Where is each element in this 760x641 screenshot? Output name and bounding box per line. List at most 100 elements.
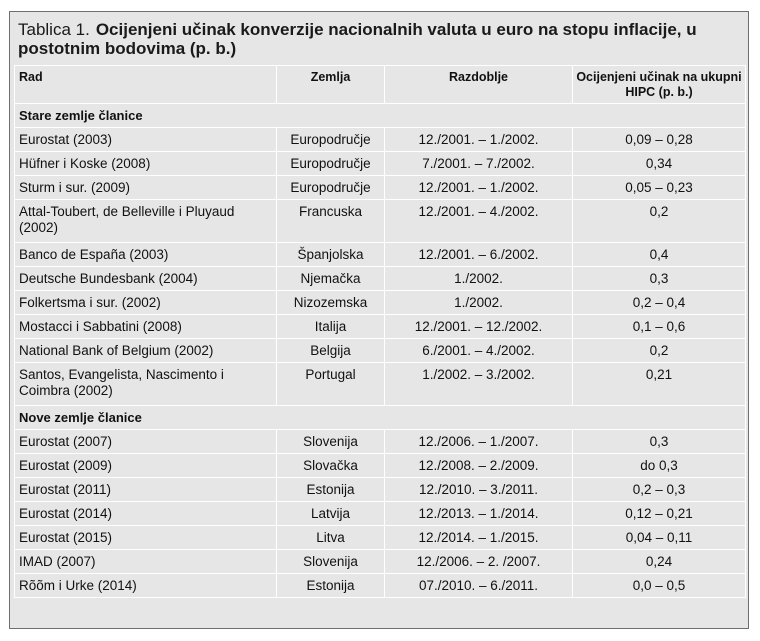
cell-ucinak: 0,24 bbox=[572, 549, 746, 574]
cell-razdoblje: 12./2006. – 2. /2007. bbox=[384, 549, 573, 574]
table-caption: Ocijenjeni učinak konverzije nacionalnih… bbox=[18, 20, 697, 58]
cell-rad: Rõõm i Urke (2014) bbox=[14, 573, 277, 598]
cell-rad: Hüfner i Koske (2008) bbox=[14, 151, 277, 176]
header-ucinak: Ocijenjeni učinak na ukupni HIPC (p. b.) bbox=[572, 65, 746, 104]
table-row: Eurostat (2003) Europodručje 12./2001. – 1… bbox=[14, 127, 746, 152]
cell-razdoblje: 12./2010. – 3./2011. bbox=[384, 477, 573, 502]
table-row: Eurostat (2007) Slovenija 12./2006. – 1./2… bbox=[14, 429, 746, 454]
cell-ucinak: 0,4 bbox=[572, 242, 746, 267]
table-row: Folkertsma i sur. (2002) Nizozemska 1./200… bbox=[14, 290, 746, 315]
cell-zemlja: Belgija bbox=[276, 338, 385, 363]
cell-zemlja: Litva bbox=[276, 525, 385, 550]
cell-ucinak: do 0,3 bbox=[572, 453, 746, 478]
section-title: Stare zemlje članice bbox=[14, 103, 746, 128]
cell-rad: Attal-Toubert, de Belleville i Pluyaud (… bbox=[14, 199, 277, 243]
cell-razdoblje: 1./2002. bbox=[384, 290, 573, 315]
cell-razdoblje: 12./2001. – 1./2002. bbox=[384, 127, 573, 152]
cell-razdoblje: 07./2010. – 6./2011. bbox=[384, 573, 573, 598]
data-table: Rad Zemlja Razdoblje Ocijenjeni učinak n… bbox=[14, 65, 746, 598]
cell-rad: IMAD (2007) bbox=[14, 549, 277, 574]
cell-ucinak: 0,2 bbox=[572, 199, 746, 243]
table-row: Eurostat (2009) Slovačka 12./2008. – 2./20… bbox=[14, 453, 746, 478]
cell-rad: Santos, Evangelista, Nascimento i Coimbr… bbox=[14, 362, 277, 406]
cell-rad: Eurostat (2007) bbox=[14, 429, 277, 454]
cell-zemlja: Njemačka bbox=[276, 266, 385, 291]
cell-razdoblje: 7./2001. – 7./2002. bbox=[384, 151, 573, 176]
table-row: Eurostat (2014) Latvija 12./2013. – 1./201… bbox=[14, 501, 746, 526]
cell-ucinak: 0,3 bbox=[572, 429, 746, 454]
cell-rad: Eurostat (2014) bbox=[14, 501, 277, 526]
cell-zemlja: Slovačka bbox=[276, 453, 385, 478]
cell-zemlja: Slovenija bbox=[276, 549, 385, 574]
cell-razdoblje: 12./2001. – 6./2002. bbox=[384, 242, 573, 267]
cell-razdoblje: 12./2014. – 1./2015. bbox=[384, 525, 573, 550]
cell-zemlja: Estonija bbox=[276, 573, 385, 598]
cell-ucinak: 0,1 – 0,6 bbox=[572, 314, 746, 339]
cell-rad: Deutsche Bundesbank (2004) bbox=[14, 266, 277, 291]
cell-zemlja: Europodručje bbox=[276, 127, 385, 152]
table-row: Eurostat (2011) Estonija 12./2010. – 3./20… bbox=[14, 477, 746, 502]
cell-rad: Folkertsma i sur. (2002) bbox=[14, 290, 277, 315]
cell-zemlja: Italija bbox=[276, 314, 385, 339]
header-row: Rad Zemlja Razdoblje Ocijenjeni učinak n… bbox=[14, 65, 746, 104]
table-body: Stare zemlje članice Eurostat (2003) Europ… bbox=[14, 103, 746, 598]
cell-rad: Mostacci i Sabbatini (2008) bbox=[14, 314, 277, 339]
cell-rad: Sturm i sur. (2009) bbox=[14, 175, 277, 200]
table-row: Banco de España (2003) Španjolska 12./2001… bbox=[14, 242, 746, 267]
table-number: Tablica 1. bbox=[18, 20, 90, 39]
cell-ucinak: 0,0 – 0,5 bbox=[572, 573, 746, 598]
cell-razdoblje: 12./2006. – 1./2007. bbox=[384, 429, 573, 454]
cell-zemlja: Europodručje bbox=[276, 175, 385, 200]
cell-ucinak: 0,04 – 0,11 bbox=[572, 525, 746, 550]
section-row: Nove zemlje članice bbox=[14, 405, 746, 430]
cell-rad: Eurostat (2015) bbox=[14, 525, 277, 550]
cell-rad: National Bank of Belgium (2002) bbox=[14, 338, 277, 363]
table-title: Tablica 1. Ocijenjeni učinak konverzije n… bbox=[18, 20, 742, 58]
header-rad: Rad bbox=[14, 65, 277, 104]
table-row: Rõõm i Urke (2014) Estonija 07./2010. – 6.… bbox=[14, 573, 746, 598]
cell-zemlja: Estonija bbox=[276, 477, 385, 502]
cell-zemlja: Francuska bbox=[276, 199, 385, 243]
cell-zemlja: Europodručje bbox=[276, 151, 385, 176]
cell-ucinak: 0,2 – 0,3 bbox=[572, 477, 746, 502]
cell-razdoblje: 1./2002. – 3./2002. bbox=[384, 362, 573, 406]
cell-razdoblje: 12./2008. – 2./2009. bbox=[384, 453, 573, 478]
table-row: Santos, Evangelista, Nascimento i Coimbr… bbox=[14, 362, 746, 406]
cell-razdoblje: 12./2001. – 12./2002. bbox=[384, 314, 573, 339]
cell-rad: Banco de España (2003) bbox=[14, 242, 277, 267]
table-row: National Bank of Belgium (2002) Belgija 6.… bbox=[14, 338, 746, 363]
header-zemlja: Zemlja bbox=[276, 65, 385, 104]
cell-zemlja: Portugal bbox=[276, 362, 385, 406]
table-row: Sturm i sur. (2009) Europodručje 12./2001.… bbox=[14, 175, 746, 200]
cell-ucinak: 0,12 – 0,21 bbox=[572, 501, 746, 526]
cell-ucinak: 0,2 bbox=[572, 338, 746, 363]
section-title: Nove zemlje članice bbox=[14, 405, 746, 430]
cell-ucinak: 0,21 bbox=[572, 362, 746, 406]
table-frame: Tablica 1. Ocijenjeni učinak konverzije n… bbox=[9, 11, 749, 629]
table-row: Attal-Toubert, de Belleville i Pluyaud (… bbox=[14, 199, 746, 243]
cell-razdoblje: 6./2001. – 4./2002. bbox=[384, 338, 573, 363]
cell-ucinak: 0,09 – 0,28 bbox=[572, 127, 746, 152]
cell-razdoblje: 1./2002. bbox=[384, 266, 573, 291]
section-row: Stare zemlje članice bbox=[14, 103, 746, 128]
table-row: Eurostat (2015) Litva 12./2014. – 1./2015.… bbox=[14, 525, 746, 550]
cell-zemlja: Španjolska bbox=[276, 242, 385, 267]
table-row: IMAD (2007) Slovenija 12./2006. – 2. /2007… bbox=[14, 549, 746, 574]
cell-zemlja: Slovenija bbox=[276, 429, 385, 454]
cell-razdoblje: 12./2013. – 1./2014. bbox=[384, 501, 573, 526]
table-row: Deutsche Bundesbank (2004) Njemačka 1./200… bbox=[14, 266, 746, 291]
cell-ucinak: 0,34 bbox=[572, 151, 746, 176]
cell-ucinak: 0,3 bbox=[572, 266, 746, 291]
cell-rad: Eurostat (2009) bbox=[14, 453, 277, 478]
cell-razdoblje: 12./2001. – 1./2002. bbox=[384, 175, 573, 200]
cell-zemlja: Nizozemska bbox=[276, 290, 385, 315]
cell-rad: Eurostat (2011) bbox=[14, 477, 277, 502]
table-row: Mostacci i Sabbatini (2008) Italija 12./20… bbox=[14, 314, 746, 339]
header-razdoblje: Razdoblje bbox=[384, 65, 573, 104]
table-row: Hüfner i Koske (2008) Europodručje 7./2001… bbox=[14, 151, 746, 176]
cell-zemlja: Latvija bbox=[276, 501, 385, 526]
cell-ucinak: 0,05 – 0,23 bbox=[572, 175, 746, 200]
cell-ucinak: 0,2 – 0,4 bbox=[572, 290, 746, 315]
cell-rad: Eurostat (2003) bbox=[14, 127, 277, 152]
cell-razdoblje: 12./2001. – 4./2002. bbox=[384, 199, 573, 243]
